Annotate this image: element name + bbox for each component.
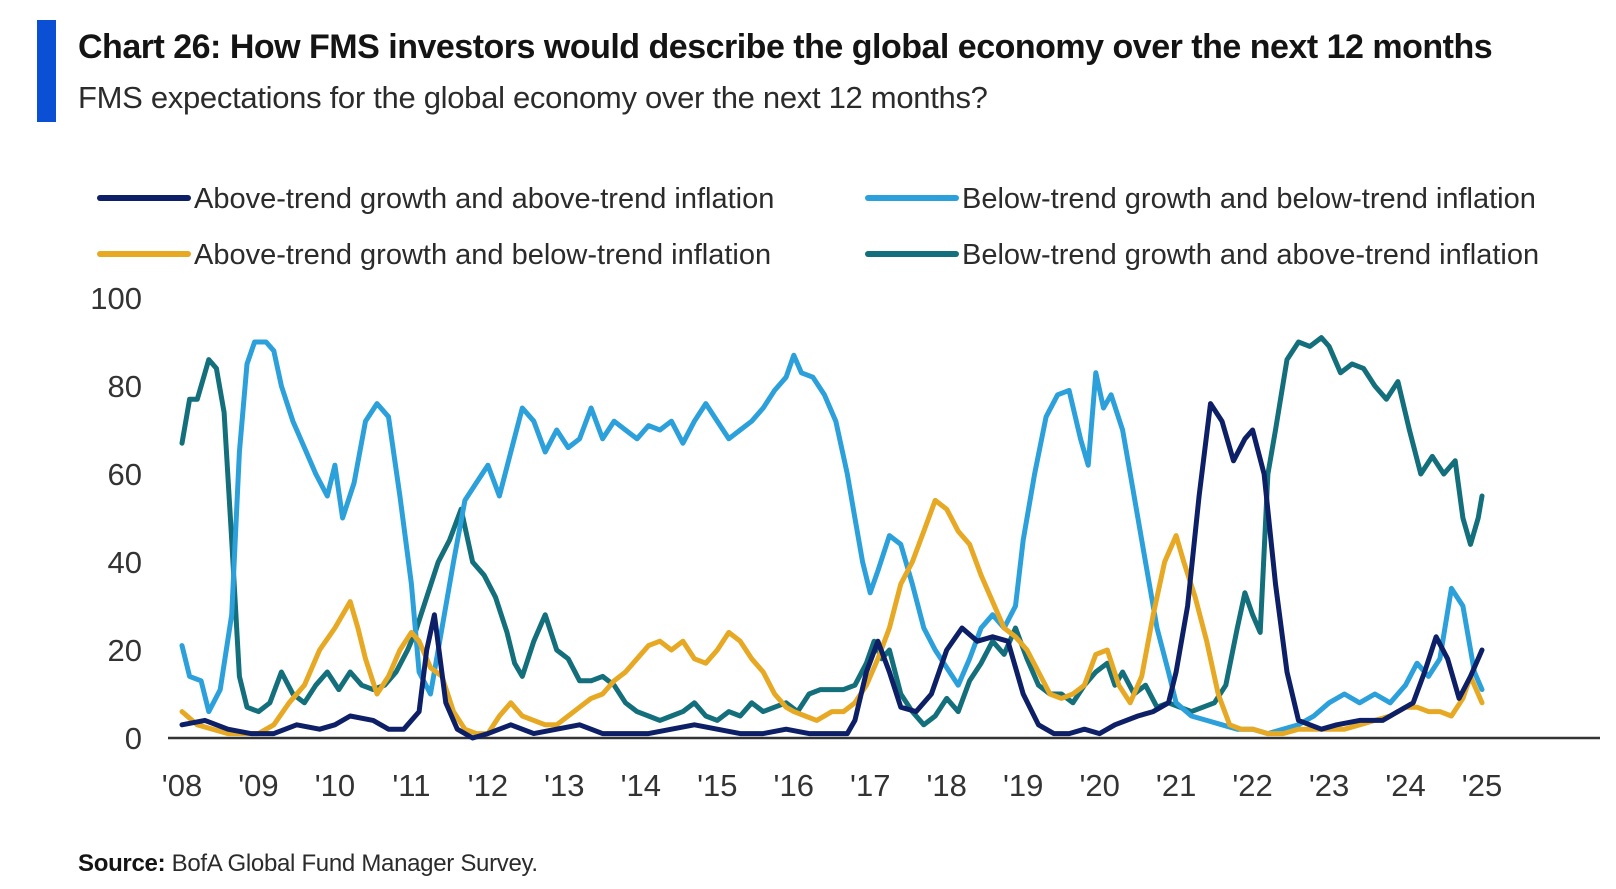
plot-lines bbox=[179, 335, 1485, 741]
series-line bbox=[179, 497, 1485, 737]
legend-label: Below-trend growth and above-trend infla… bbox=[962, 239, 1539, 271]
legend-item: Below-trend growth and below-trend infla… bbox=[865, 183, 1536, 215]
y-tick-label: 40 bbox=[108, 545, 142, 580]
x-tick-label: '19 bbox=[1003, 768, 1043, 803]
source-label: Source: bbox=[78, 850, 166, 877]
source-text: BofA Global Fund Manager Survey. bbox=[165, 850, 538, 877]
x-tick-label: '25 bbox=[1462, 768, 1502, 803]
x-axis: '08 '09 '10 '11 '12 '13 '14 '15 '16 '17 '18 '19 '20 '… bbox=[162, 736, 1600, 803]
y-tick-label: 0 bbox=[125, 721, 142, 756]
x-tick-label: '13 bbox=[544, 768, 584, 803]
x-tick-label: '17 bbox=[850, 768, 890, 803]
source-note: Source: BofA Global Fund Manager Survey. bbox=[78, 850, 538, 878]
legend-item: Below-trend growth and above-trend infla… bbox=[865, 239, 1539, 271]
legend-item: Above-trend growth and above-trend infla… bbox=[97, 183, 774, 215]
x-tick-label: '22 bbox=[1232, 768, 1272, 803]
x-tick-label: '08 bbox=[162, 768, 202, 803]
x-tick-label: '10 bbox=[315, 768, 355, 803]
x-tick-label: '11 bbox=[392, 768, 430, 803]
chart-legend: Above-trend growth and above-trend infla… bbox=[97, 183, 1539, 271]
x-tick-label: '14 bbox=[621, 768, 661, 803]
x-tick-label: '12 bbox=[468, 768, 508, 803]
legend-label: Above-trend growth and below-trend infla… bbox=[194, 239, 771, 271]
x-tick-label: '21 bbox=[1156, 768, 1196, 803]
x-tick-label: '16 bbox=[774, 768, 814, 803]
series-line bbox=[179, 339, 1485, 737]
y-tick-label: 100 bbox=[90, 281, 142, 316]
x-tick-label: '15 bbox=[697, 768, 737, 803]
title-accent-bar bbox=[37, 20, 56, 122]
y-tick-label: 80 bbox=[108, 369, 142, 404]
y-tick-label: 20 bbox=[108, 633, 142, 668]
legend-item: Above-trend growth and below-trend infla… bbox=[97, 239, 771, 271]
y-tick-label: 60 bbox=[108, 457, 142, 492]
series-line bbox=[179, 401, 1485, 741]
y-axis: 0 20 40 60 80 100 bbox=[90, 281, 142, 756]
x-tick-label: '20 bbox=[1079, 768, 1119, 803]
chart-title: Chart 26: How FMS investors would descri… bbox=[78, 28, 1493, 66]
legend-label: Above-trend growth and above-trend infla… bbox=[194, 183, 774, 215]
x-tick-label: '09 bbox=[238, 768, 278, 803]
x-tick-label: '18 bbox=[927, 768, 967, 803]
chart-subtitle: FMS expectations for the global economy … bbox=[78, 80, 988, 115]
legend-label: Below-trend growth and below-trend infla… bbox=[962, 183, 1536, 215]
x-tick-label: '23 bbox=[1309, 768, 1349, 803]
x-tick-label: '24 bbox=[1385, 768, 1425, 803]
